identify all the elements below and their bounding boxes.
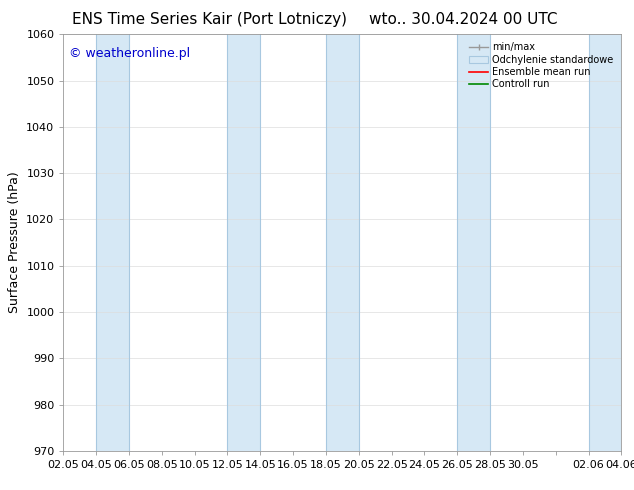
Bar <box>228 34 261 451</box>
Y-axis label: Surface Pressure (hPa): Surface Pressure (hPa) <box>8 172 21 314</box>
Legend: min/max, Odchylenie standardowe, Ensemble mean run, Controll run: min/max, Odchylenie standardowe, Ensembl… <box>466 39 616 92</box>
Text: © weatheronline.pl: © weatheronline.pl <box>69 47 190 60</box>
Text: ENS Time Series Kair (Port Lotniczy): ENS Time Series Kair (Port Lotniczy) <box>72 12 347 27</box>
Text: wto.. 30.04.2024 00 UTC: wto.. 30.04.2024 00 UTC <box>368 12 557 27</box>
Bar <box>457 34 490 451</box>
Bar <box>588 34 621 451</box>
Bar <box>326 34 359 451</box>
Bar <box>96 34 129 451</box>
